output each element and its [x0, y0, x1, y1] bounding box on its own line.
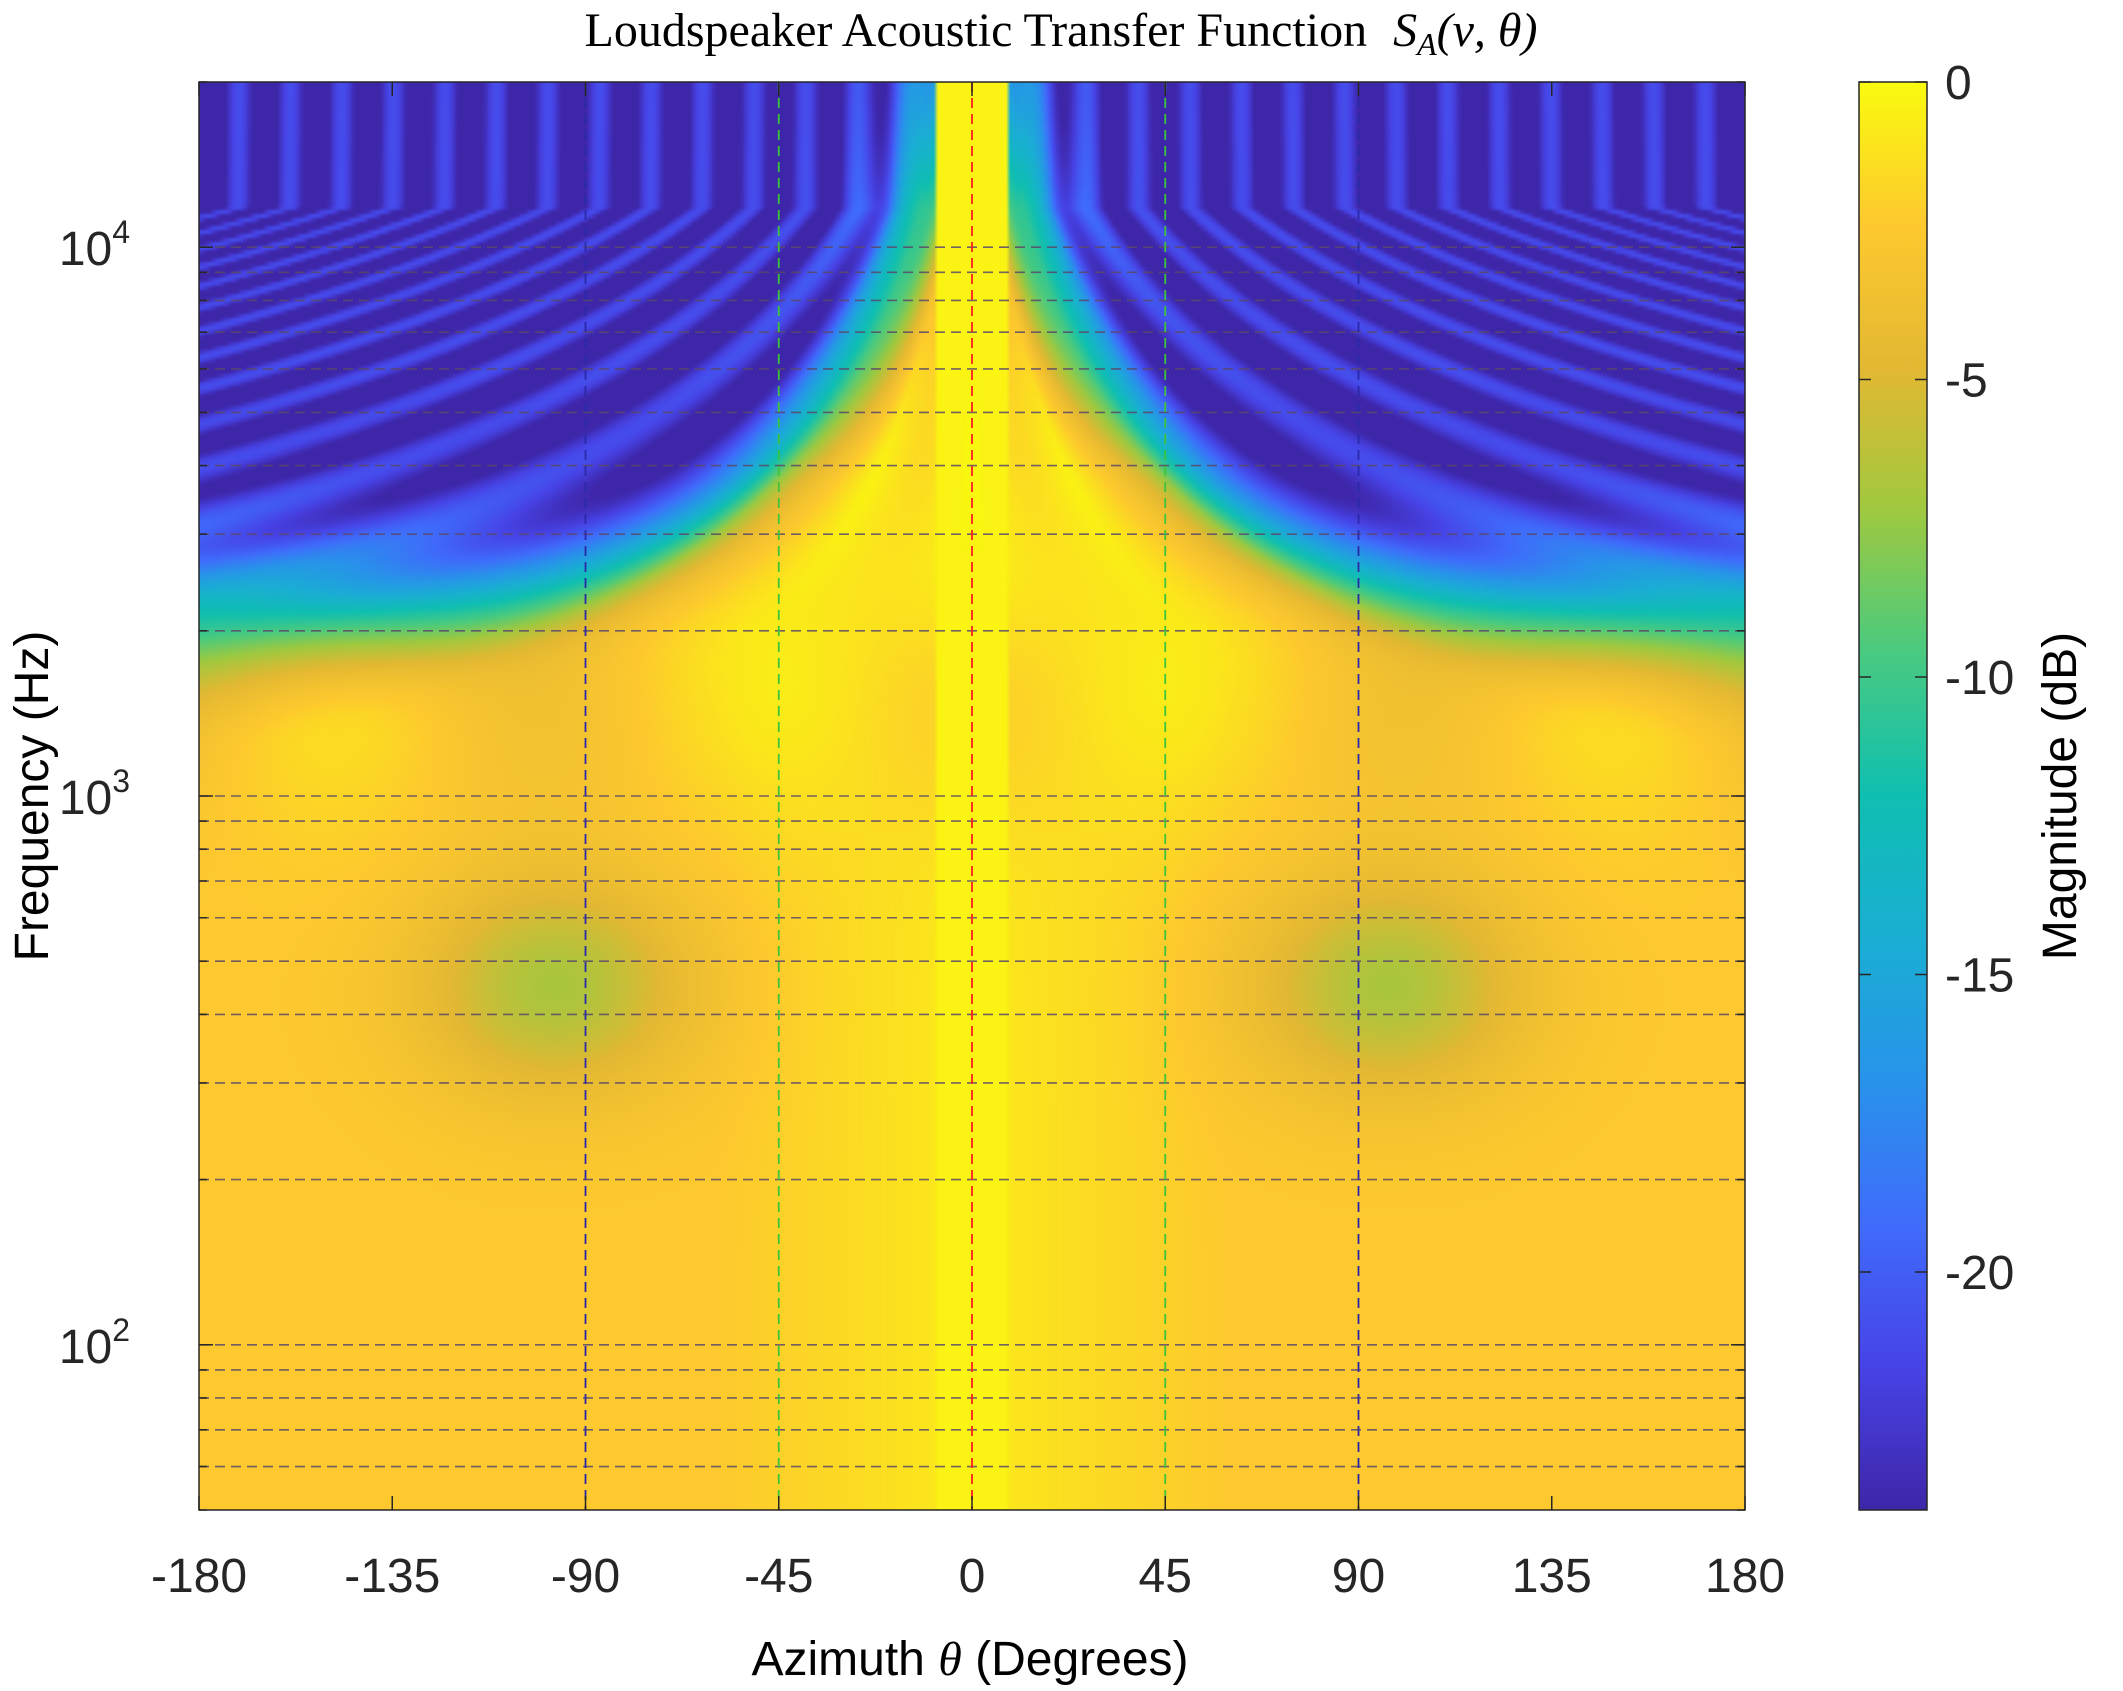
title-args: (ν, θ) — [1437, 4, 1538, 57]
colorbar-tick-label: 0 — [1945, 57, 1972, 110]
x-axis-label-symbol: θ — [938, 1633, 962, 1686]
y-tick-base: 10 — [59, 223, 112, 276]
chart-title-text: Loudspeaker Acoustic Transfer Function — [585, 4, 1368, 57]
y-tick-exponent: 2 — [112, 1312, 130, 1348]
chart-title: Loudspeaker Acoustic Transfer Function S… — [585, 4, 1538, 62]
colorbar-ticks: 0 -5 -10 -15 -20 — [1859, 57, 2014, 1300]
y-tick-base: 10 — [59, 772, 112, 825]
colorbar: 0 -5 -10 -15 -20 Magnitude (dB) — [1858, 57, 2087, 1511]
y-axis-label: Frequency (Hz) — [6, 631, 59, 962]
colorbar-border — [1858, 81, 1928, 1511]
colorbar-tick-label: -5 — [1945, 355, 1988, 408]
colorbar-fill — [1859, 82, 1927, 1510]
title-subscript: A — [1415, 26, 1437, 62]
colorbar-label: Magnitude (dB) — [2034, 632, 2087, 960]
y-tick-base: 10 — [59, 1321, 112, 1374]
x-tick-label: 135 — [1512, 1550, 1592, 1603]
y-tick-label: 102 — [59, 1312, 130, 1374]
title-symbol: S — [1393, 4, 1417, 57]
x-axis-label-suffix: (Degrees) — [975, 1633, 1188, 1686]
x-tick-label: 45 — [1139, 1550, 1192, 1603]
x-axis-ticks: -180 -135 -90 -45 0 45 90 135 180 — [151, 82, 1785, 1603]
reference-lines — [199, 82, 1745, 1510]
colorbar-tick-label: -15 — [1945, 950, 2014, 1003]
y-tick-exponent: 4 — [112, 214, 130, 250]
colorbar-tick-label: -10 — [1945, 652, 2014, 705]
y-tick-exponent: 3 — [112, 763, 130, 799]
x-tick-label: 180 — [1705, 1550, 1785, 1603]
x-tick-label: 90 — [1332, 1550, 1385, 1603]
y-tick-label: 103 — [59, 763, 130, 825]
x-tick-label: -135 — [344, 1550, 440, 1603]
x-tick-label: 0 — [959, 1550, 986, 1603]
colorbar-tick-label: -20 — [1945, 1247, 2014, 1300]
x-tick-label: -90 — [551, 1550, 620, 1603]
x-axis-label-prefix: Azimuth — [751, 1633, 924, 1686]
y-tick-label: 104 — [59, 214, 130, 276]
x-axis-label: Azimuth θ (Degrees) — [751, 1633, 1188, 1686]
x-tick-label: -180 — [151, 1550, 247, 1603]
x-tick-label: -45 — [744, 1550, 813, 1603]
